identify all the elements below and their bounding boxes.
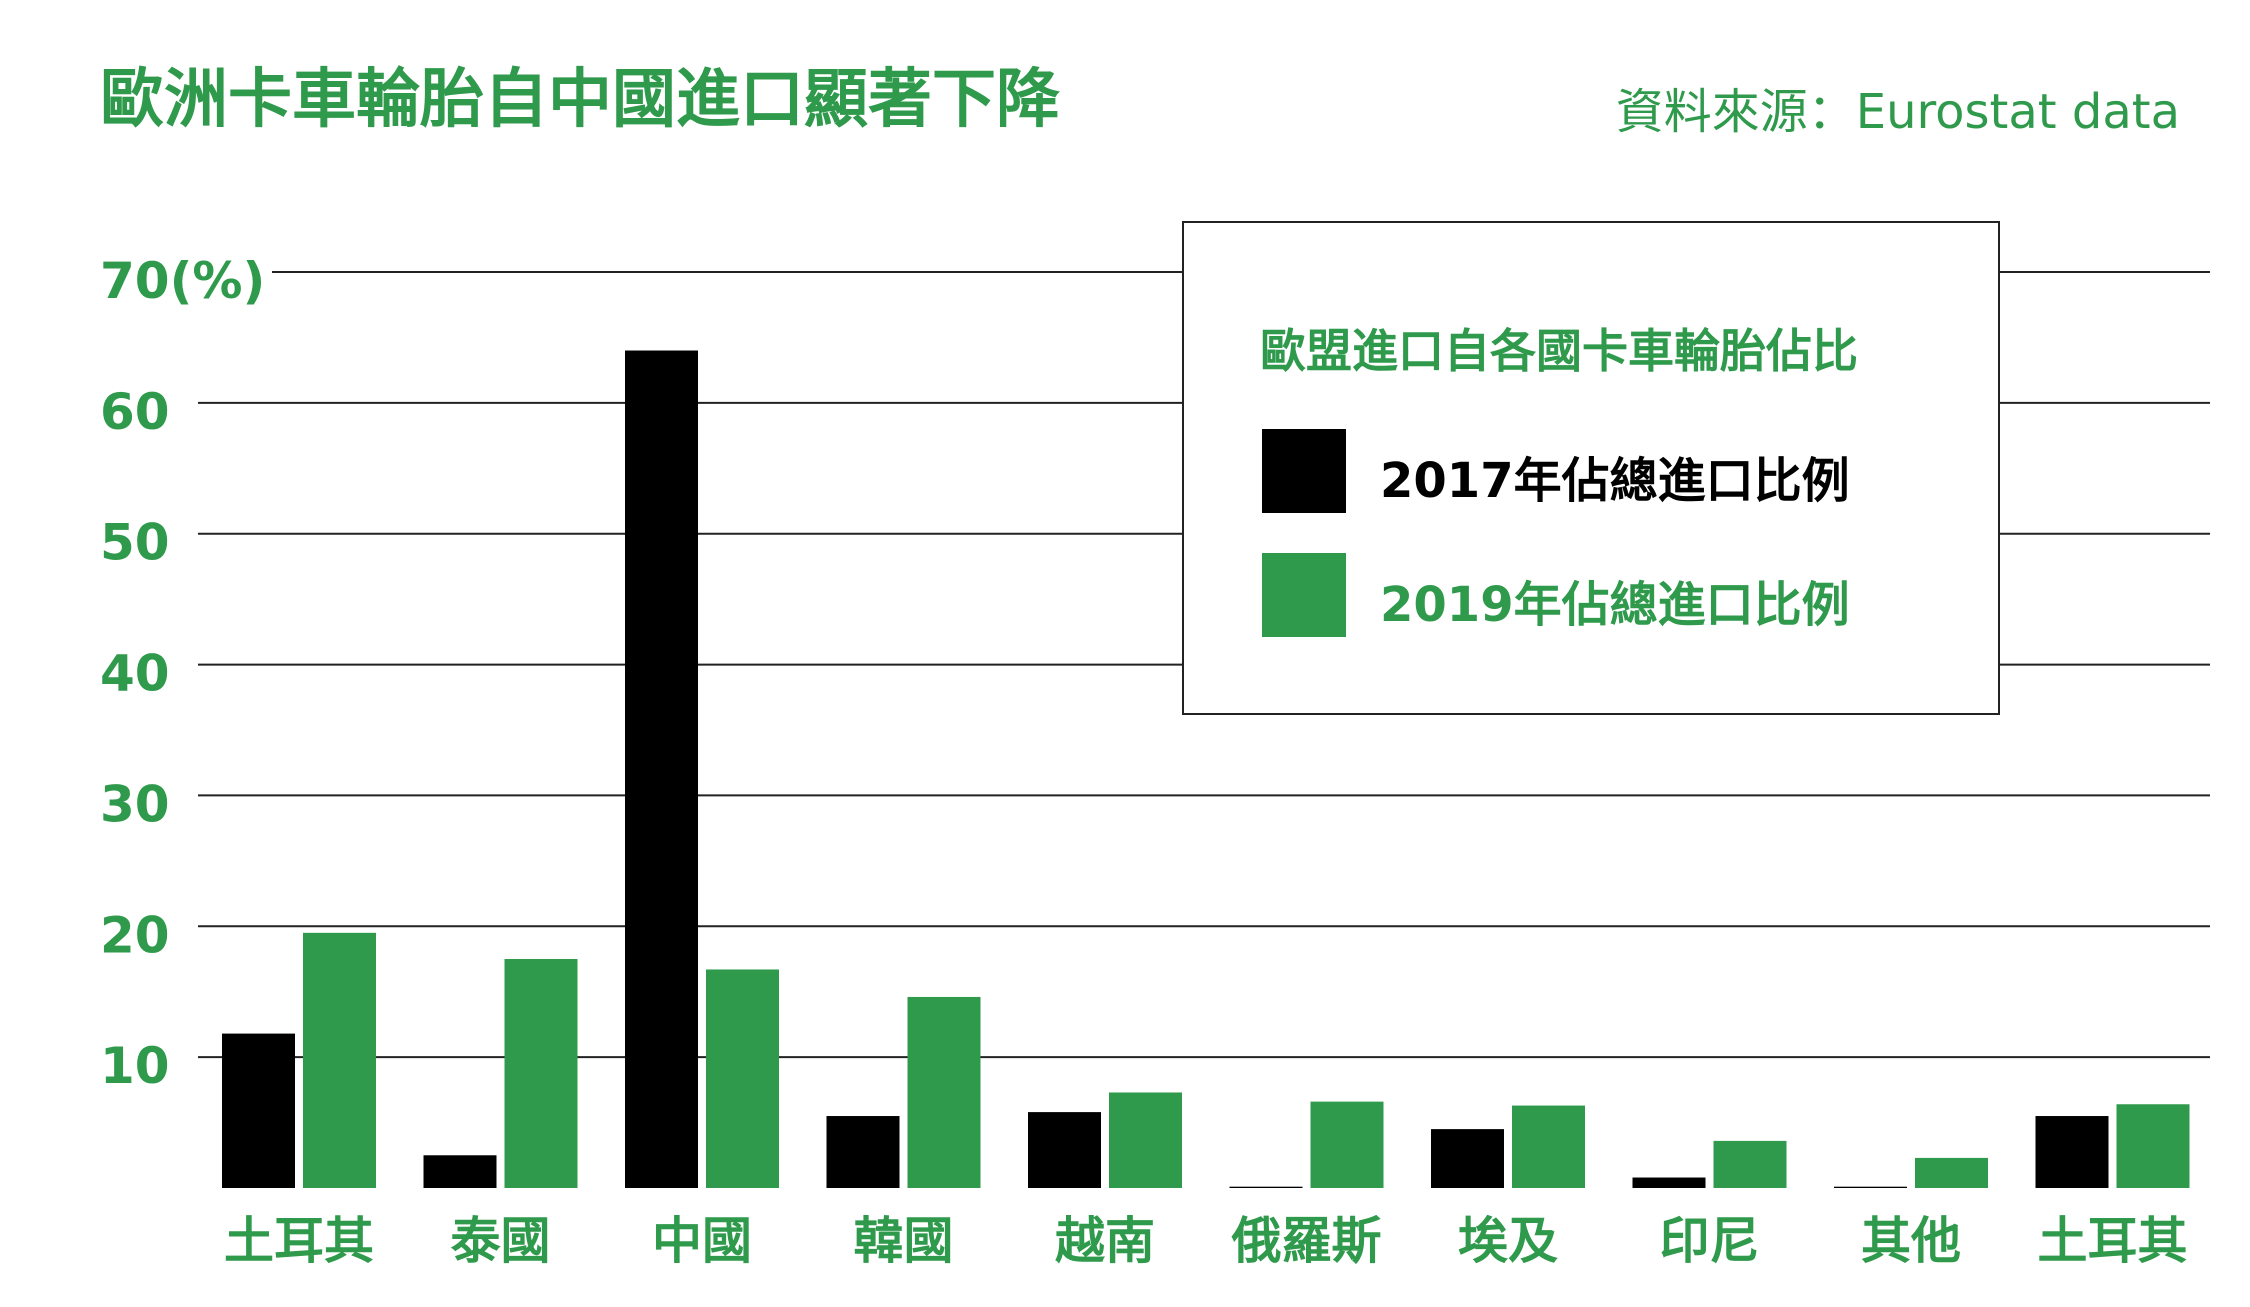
x-tick-label: 泰國 (451, 1212, 551, 1270)
bar-2019-9 (2116, 1104, 2190, 1188)
legend-swatch-2019 (1262, 553, 1346, 637)
bar-2019-7 (1713, 1140, 1787, 1188)
bar-2017-9 (2035, 1116, 2109, 1188)
y-tick-label: 10 (100, 1037, 170, 1095)
bar-2017-7 (1632, 1177, 1706, 1188)
bar-2017-0 (222, 1033, 295, 1188)
x-tick-label: 土耳其 (2038, 1212, 2188, 1270)
legend-swatch-2017 (1262, 429, 1346, 513)
y-tick-label: 20 (100, 906, 170, 964)
y-axis-ticks: 10 20 30 40 50 60 70(%) (100, 252, 265, 1095)
x-axis-ticks: 土耳其 泰國 中國 韓國 越南 俄羅斯 埃及 印尼 其他 土耳其 (224, 1212, 2188, 1270)
x-tick-label: 韓國 (854, 1212, 954, 1270)
y-tick-label: 70(%) (100, 252, 265, 310)
bars (222, 350, 2190, 1188)
bar-2019-1 (504, 959, 578, 1188)
x-tick-label: 印尼 (1660, 1212, 1760, 1270)
legend-label-2019: 2019年佔總進口比例 (1380, 577, 1850, 633)
bar-2019-4 (1109, 1092, 1182, 1188)
bar-2017-6 (1431, 1129, 1504, 1188)
bar-2019-2 (706, 969, 779, 1188)
legend-label-2017: 2017年佔總進口比例 (1380, 453, 1850, 509)
x-tick-label: 俄羅斯 (1231, 1212, 1382, 1270)
bar-2017-4 (1028, 1112, 1101, 1188)
x-tick-label: 土耳其 (224, 1212, 374, 1270)
bar-2017-8 (1834, 1186, 1907, 1188)
x-tick-label: 中國 (652, 1212, 752, 1270)
source-note: 資料來源：Eurostat data (1615, 84, 2180, 140)
y-tick-label: 30 (100, 775, 170, 833)
bar-2019-5 (1310, 1101, 1384, 1188)
bar-2017-1 (423, 1155, 497, 1188)
legend: 歐盟進口自各國卡車輪胎佔比 2017年佔總進口比例 2019年佔總進口比例 (1182, 221, 2000, 715)
y-tick-label: 40 (100, 645, 170, 703)
bar-2019-0 (303, 932, 376, 1188)
y-tick-label: 50 (100, 514, 170, 572)
bar-2017-5 (1229, 1186, 1303, 1188)
bar-2019-3 (907, 996, 981, 1188)
x-tick-label: 越南 (1055, 1212, 1155, 1270)
y-tick-label: 60 (100, 383, 170, 441)
bar-2017-3 (826, 1116, 900, 1188)
chart-title: 歐洲卡車輪胎自中國進口顯著下降 (100, 63, 1060, 137)
bar-2019-8 (1915, 1157, 1988, 1188)
bar-2017-2 (625, 350, 698, 1188)
x-tick-label: 其他 (1861, 1212, 1961, 1270)
legend-title: 歐盟進口自各國卡車輪胎佔比 (1260, 324, 1858, 378)
x-tick-label: 埃及 (1458, 1212, 1558, 1270)
bar-2019-6 (1512, 1105, 1585, 1188)
